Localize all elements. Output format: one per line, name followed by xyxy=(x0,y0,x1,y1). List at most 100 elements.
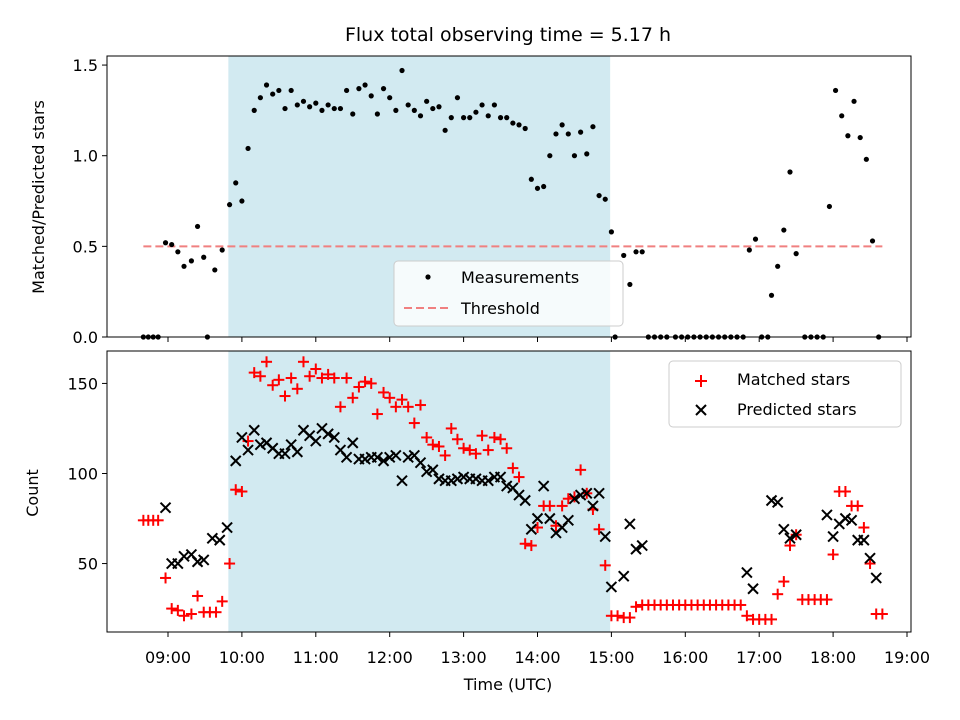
observing-window-span xyxy=(228,351,611,632)
matched-star-point xyxy=(172,604,184,616)
measurement-point xyxy=(226,202,233,208)
predicted-star-point xyxy=(519,494,531,507)
measurement-point xyxy=(832,87,839,94)
matched-star-point xyxy=(210,606,222,618)
matched-star-point xyxy=(525,540,537,552)
y-axis-ticks-top: 0.0 0.5 1.0 1.5 xyxy=(73,56,107,347)
measurement-point xyxy=(294,102,300,108)
measurement-point xyxy=(362,82,368,88)
matched-star-point xyxy=(192,590,204,602)
predicted-star-point xyxy=(790,529,802,541)
measurement-point xyxy=(491,102,497,108)
measurement-point xyxy=(602,196,608,202)
measurement-point xyxy=(565,131,571,137)
legend-box-bottom xyxy=(668,360,902,428)
y-tick-label: 0.0 xyxy=(73,328,98,347)
measurement-point xyxy=(510,120,516,126)
measurement-point xyxy=(417,113,424,119)
matched-star-point xyxy=(328,372,340,384)
matched-star-point xyxy=(402,401,414,413)
measurement-point xyxy=(473,109,479,115)
matched-star-point xyxy=(864,558,876,570)
measurement-point xyxy=(559,122,565,128)
matched-star-point xyxy=(267,379,279,391)
predicted-star-point xyxy=(525,523,538,536)
matched-star-point xyxy=(384,392,396,404)
matched-star-point xyxy=(778,576,790,588)
matched-star-point xyxy=(599,559,611,571)
predicted-star-point xyxy=(741,566,753,579)
predicted-star-point xyxy=(322,428,334,440)
measurement-point xyxy=(578,129,584,135)
measurement-point xyxy=(350,111,356,117)
y-axis-label-top: Matched/Predicted stars xyxy=(29,100,48,294)
predicted-star-point xyxy=(544,512,556,525)
predicted-star-point xyxy=(568,492,581,505)
measurement-point xyxy=(181,263,187,269)
measurement-point xyxy=(270,91,276,97)
matched-star-point xyxy=(248,367,260,379)
measurement-point xyxy=(436,104,442,110)
measurement-point xyxy=(442,127,448,133)
measurement-point xyxy=(162,240,169,246)
y-tick-label: 1.0 xyxy=(73,147,98,166)
measurement-point xyxy=(325,102,331,108)
matched-star-point xyxy=(230,484,242,496)
measurement-point xyxy=(621,252,627,259)
predicted-star-point xyxy=(778,523,790,536)
measurement-point xyxy=(319,107,325,113)
matched-star-point xyxy=(766,613,778,625)
measurement-point xyxy=(374,111,380,117)
plot-frame-bottom xyxy=(106,350,912,633)
matched-star-point xyxy=(593,523,605,535)
plot-frame-top xyxy=(106,55,912,338)
matched-star-point xyxy=(784,540,796,552)
legend-marker-matched xyxy=(695,375,707,387)
matched-star-point xyxy=(624,612,636,624)
matched-star-point xyxy=(261,356,273,368)
matched-star-point xyxy=(279,390,291,402)
predicted-star-point xyxy=(784,532,796,545)
predicted-star-point xyxy=(581,487,593,500)
measurement-point xyxy=(534,185,541,191)
matched-star-point xyxy=(839,486,851,497)
x-axis-ticks-top xyxy=(167,337,908,342)
matched-star-point xyxy=(445,422,457,434)
matched-star-point xyxy=(482,444,494,456)
measurement-point xyxy=(188,258,195,264)
predicted-star-point xyxy=(221,521,233,534)
x-tick-label: 18:00 xyxy=(810,648,856,667)
measurement-point xyxy=(245,145,251,152)
predicted-star-point xyxy=(587,500,599,512)
predicted-stars-points xyxy=(159,422,882,595)
predicted-star-point xyxy=(427,464,439,476)
matched-star-point xyxy=(612,610,624,622)
measurement-point xyxy=(528,176,534,182)
measurement-point xyxy=(448,115,454,121)
matched-star-point xyxy=(185,608,197,620)
matched-star-point xyxy=(341,372,353,384)
measurement-point xyxy=(411,107,417,113)
measurement-point xyxy=(313,100,319,106)
predicted-star-point xyxy=(248,424,260,436)
matched-star-point xyxy=(464,444,476,456)
matched-star-point xyxy=(414,399,426,411)
predicted-star-point xyxy=(414,456,427,469)
measurement-point xyxy=(869,238,876,244)
predicted-star-point xyxy=(870,572,882,584)
predicted-star-point xyxy=(624,518,636,530)
predicted-star-point xyxy=(858,534,870,546)
matched-star-point xyxy=(347,392,359,404)
measurement-point xyxy=(485,113,491,119)
y-axis-ticks-bottom: 50 100 150 xyxy=(67,374,107,574)
measurement-point xyxy=(627,281,633,288)
count-panel: 50 100 150 09:00 10:00 11:00 12:00 13:00 14:00 1… xyxy=(23,350,930,694)
matched-star-point xyxy=(334,401,346,413)
predicted-star-point xyxy=(242,444,254,456)
measurement-point xyxy=(239,198,245,204)
x-tick-label: 14:00 xyxy=(514,648,560,667)
matched-star-point xyxy=(544,500,556,512)
measurement-point xyxy=(233,180,239,186)
chart-title: Flux total observing time = 5.17 h xyxy=(345,24,671,46)
matched-star-point xyxy=(236,486,248,497)
